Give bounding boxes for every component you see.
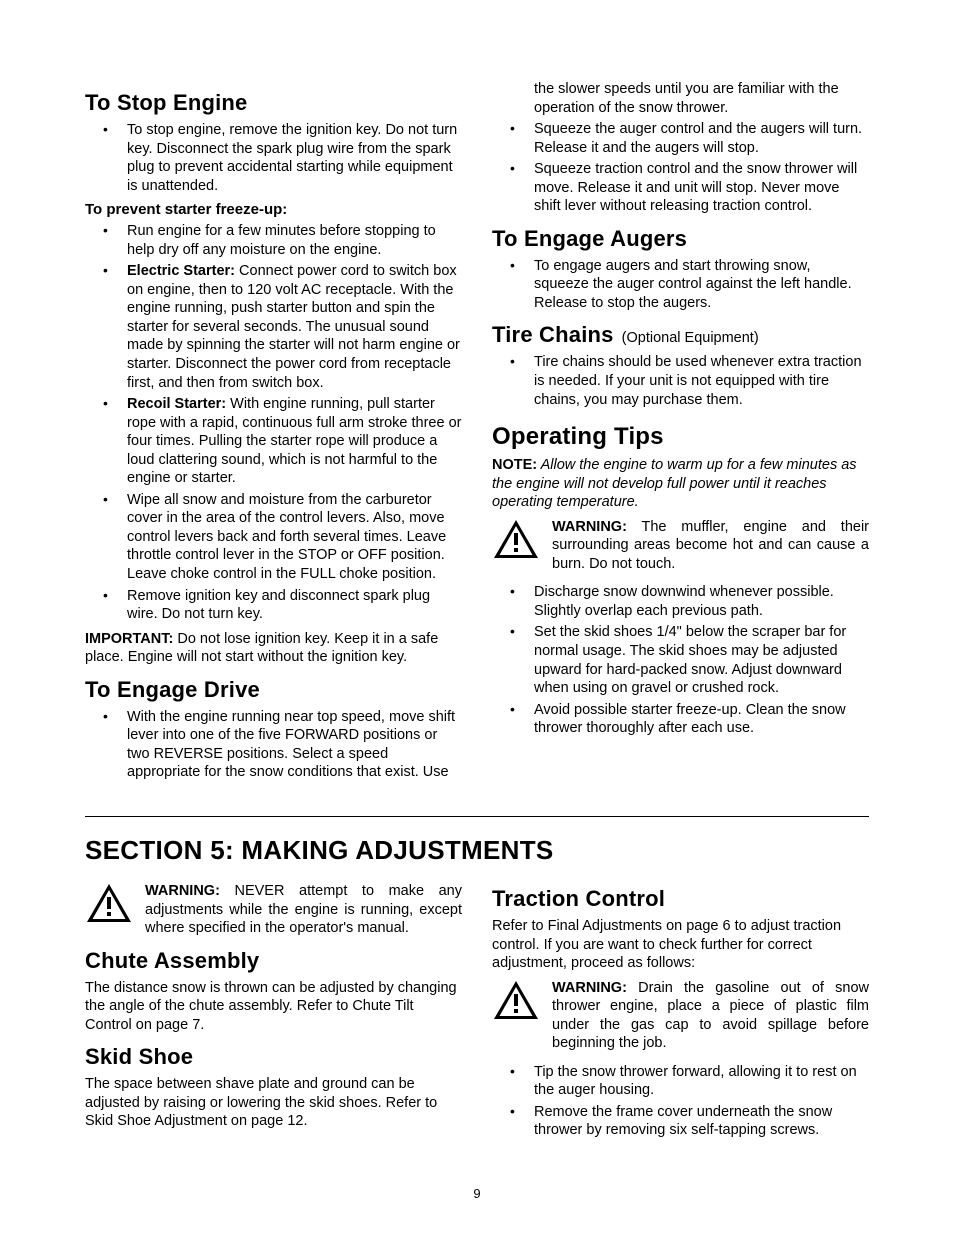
lead-bold: Recoil Starter: (127, 396, 226, 412)
heading-tire-chains: Tire Chains (492, 322, 614, 347)
heading-engage-augers: To Engage Augers (492, 226, 869, 252)
left-column-lower: WARNING: NEVER attempt to make any adjus… (85, 876, 462, 1146)
list-item: Avoid possible starter freeze-up. Clean … (492, 701, 869, 738)
list-item: Tip the snow thrower forward, allowing i… (492, 1063, 869, 1100)
traction-text: Refer to Final Adjustments on page 6 to … (492, 917, 869, 973)
note-text: Allow the engine to warm up for a few mi… (492, 457, 857, 510)
heading-traction-control: Traction Control (492, 886, 869, 912)
list-item: Tire chains should be used whenever extr… (492, 353, 869, 409)
warning-section5: WARNING: NEVER attempt to make any adjus… (85, 882, 462, 938)
chute-text: The distance snow is thrown can be adjus… (85, 979, 462, 1035)
heading-skid-shoe: Skid Shoe (85, 1044, 462, 1070)
important-label: IMPORTANT: (85, 631, 173, 647)
skid-text: The space between shave plate and ground… (85, 1075, 462, 1131)
list-item: To engage augers and start throwing snow… (492, 257, 869, 313)
tire-chains-note: (Optional Equipment) (618, 330, 759, 346)
list-item: Squeeze the auger control and the augers… (492, 120, 869, 157)
subheading-freeze-up: To prevent starter freeze-up: (85, 201, 462, 218)
freeze-up-list: Run engine for a few minutes before stop… (85, 222, 462, 623)
warning-icon (85, 882, 133, 926)
list-item: Remove the frame cover underneath the sn… (492, 1103, 869, 1140)
list-item: Recoil Starter: With engine running, pul… (85, 395, 462, 488)
list-item: Wipe all snow and moisture from the carb… (85, 491, 462, 584)
warning-text: WARNING: Drain the gasoline out of snow … (552, 979, 869, 1053)
lead-bold: Electric Starter: (127, 263, 235, 279)
traction-list: Tip the snow thrower forward, allowing i… (492, 1063, 869, 1140)
lower-columns: WARNING: NEVER attempt to make any adjus… (85, 876, 869, 1146)
section-5-title: SECTION 5: MAKING ADJUSTMENTS (85, 835, 869, 866)
warning-operating-tips: WARNING: The muffler, engine and their s… (492, 518, 869, 574)
upper-columns: To Stop Engine To stop engine, remove th… (85, 80, 869, 788)
right-column: the slower speeds until you are familiar… (492, 80, 869, 788)
list-item: Squeeze traction control and the snow th… (492, 160, 869, 216)
section-divider (85, 816, 869, 817)
warning-icon (492, 518, 540, 562)
list-item: the slower speeds until you are familiar… (492, 80, 869, 117)
drive-continued-list: the slower speeds until you are familiar… (492, 80, 869, 216)
warning-label: WARNING: (552, 519, 627, 535)
stop-engine-list: To stop engine, remove the ignition key.… (85, 121, 462, 195)
page-number: 9 (85, 1186, 869, 1201)
warning-text: WARNING: The muffler, engine and their s… (552, 518, 869, 574)
warning-traction: WARNING: Drain the gasoline out of snow … (492, 979, 869, 1053)
list-item: Remove ignition key and disconnect spark… (85, 587, 462, 624)
warning-text: WARNING: NEVER attempt to make any adjus… (145, 882, 462, 938)
important-note: IMPORTANT: Do not lose ignition key. Kee… (85, 630, 462, 667)
operating-tips-note: NOTE: Allow the engine to warm up for a … (492, 456, 869, 512)
left-column: To Stop Engine To stop engine, remove th… (85, 80, 462, 788)
heading-stop-engine: To Stop Engine (85, 90, 462, 116)
heading-operating-tips: Operating Tips (492, 423, 869, 451)
operating-tips-list: Discharge snow downwind whenever possibl… (492, 583, 869, 737)
list-item: Discharge snow downwind whenever possibl… (492, 583, 869, 620)
list-item: To stop engine, remove the ignition key.… (85, 121, 462, 195)
list-item-text: Connect power cord to switch box on engi… (127, 263, 460, 390)
heading-chute-assembly: Chute Assembly (85, 948, 462, 974)
tire-chains-list: Tire chains should be used whenever extr… (492, 353, 869, 409)
warning-label: WARNING: (552, 980, 627, 996)
note-label: NOTE: (492, 457, 537, 473)
warning-label: WARNING: (145, 883, 220, 899)
list-item: Electric Starter: Connect power cord to … (85, 262, 462, 392)
heading-tire-chains-row: Tire Chains (Optional Equipment) (492, 322, 869, 348)
engage-drive-list: With the engine running near top speed, … (85, 708, 462, 782)
list-item: With the engine running near top speed, … (85, 708, 462, 782)
list-item: Set the skid shoes 1/4" below the scrape… (492, 623, 869, 697)
engage-augers-list: To engage augers and start throwing snow… (492, 257, 869, 313)
heading-engage-drive: To Engage Drive (85, 677, 462, 703)
right-column-lower: Traction Control Refer to Final Adjustme… (492, 876, 869, 1146)
list-item: Run engine for a few minutes before stop… (85, 222, 462, 259)
warning-icon (492, 979, 540, 1023)
